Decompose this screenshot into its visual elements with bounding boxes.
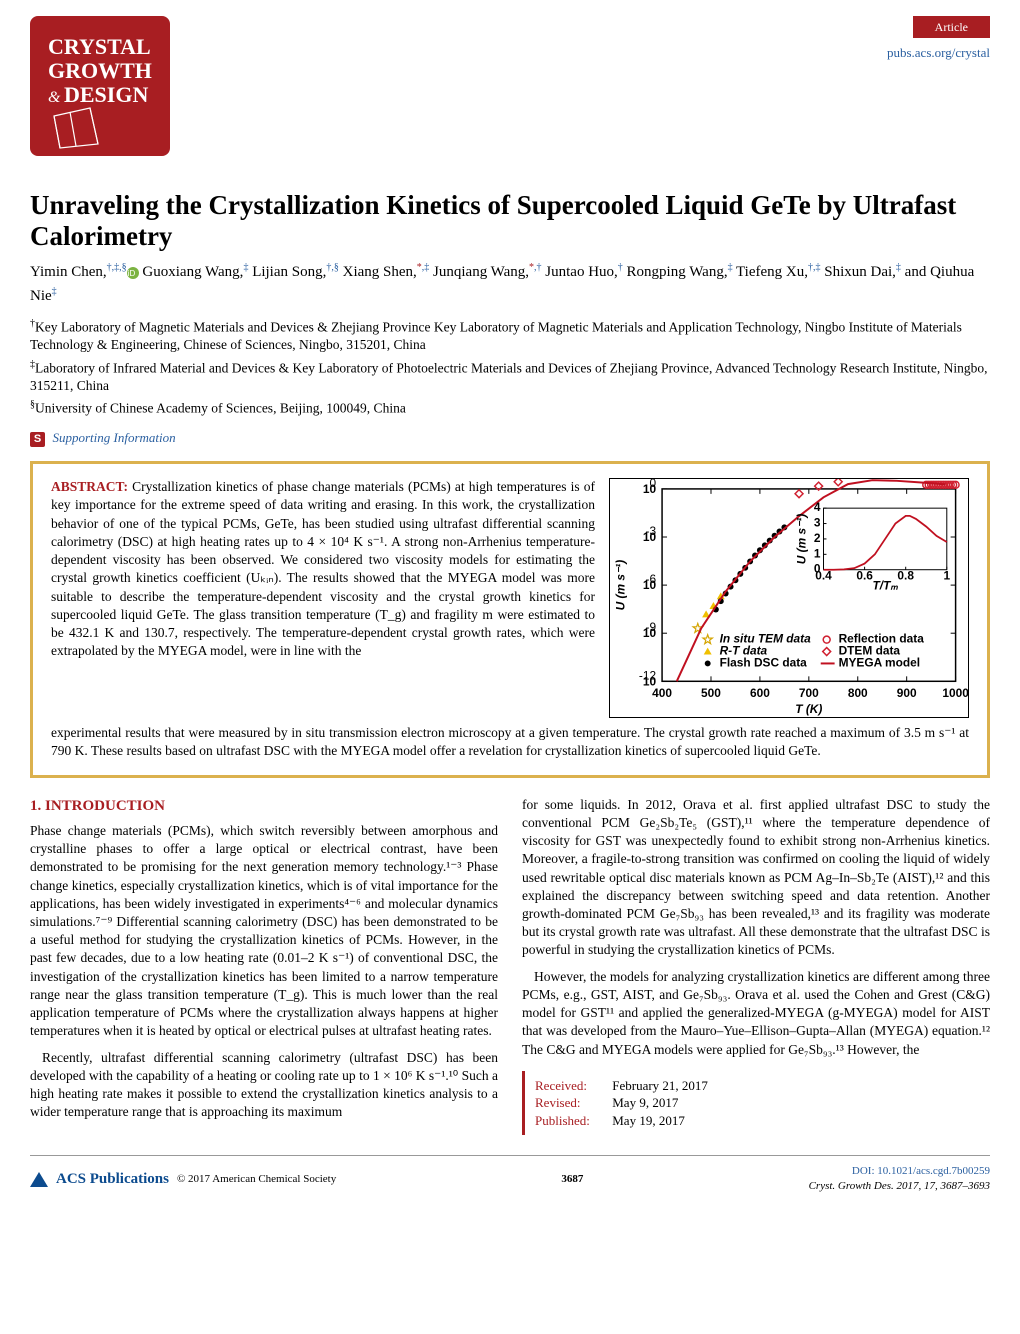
author-affil-sup: *,† (529, 262, 542, 273)
svg-text:T (K): T (K) (795, 702, 822, 716)
svg-text:-9: -9 (646, 620, 657, 634)
abstract-label: ABSTRACT: (51, 479, 128, 494)
received-label: Received: (535, 1077, 609, 1095)
affiliation: †Key Laboratory of Magnetic Materials an… (30, 317, 990, 354)
orcid-icon[interactable] (127, 267, 139, 279)
author-name: Junqiang Wang, (429, 264, 529, 280)
svg-text:1: 1 (943, 569, 950, 583)
article-title: Unraveling the Crystallization Kinetics … (30, 190, 990, 252)
citation: Cryst. Growth Des. 2017, 17, 3687–3693 (809, 1179, 990, 1194)
svg-text:-12: -12 (639, 669, 657, 683)
published-date: May 19, 2017 (612, 1113, 685, 1128)
author-name: Lijian Song, (248, 264, 326, 280)
svg-text:CRYSTAL: CRYSTAL (48, 34, 151, 59)
abstract-text-top: Crystallization kinetics of phase change… (51, 479, 595, 658)
svg-text:0.6: 0.6 (856, 569, 873, 583)
author-name: Yimin Chen, (30, 264, 107, 280)
received-date: February 21, 2017 (612, 1078, 708, 1093)
author-name: Shixun Dai, (821, 264, 896, 280)
svg-text:U (m s⁻¹): U (m s⁻¹) (795, 514, 809, 565)
header: CRYSTAL GROWTH & DESIGN Article pubs.acs… (0, 0, 1020, 180)
svg-text:800: 800 (848, 686, 868, 700)
svg-text:GROWTH: GROWTH (48, 58, 152, 83)
author-name: Guoxiang Wang, (139, 264, 244, 280)
author-affil-sup: ‡ (52, 286, 57, 297)
author-name: Juntao Huo, (542, 264, 618, 280)
page-number: 3687 (561, 1172, 583, 1187)
svg-text:700: 700 (799, 686, 819, 700)
pubs-link[interactable]: pubs.acs.org/crystal (887, 44, 990, 62)
svg-text:0: 0 (814, 562, 821, 576)
supporting-info-label: Supporting Information (53, 430, 176, 445)
revised-date: May 9, 2017 (612, 1095, 678, 1110)
dates-box: Received: February 21, 2017 Revised: May… (522, 1071, 990, 1136)
author-affil-sup: †,‡,§ (107, 262, 127, 273)
article-badge: Article (913, 16, 990, 38)
svg-text:Flash DSC data: Flash DSC data (720, 656, 808, 670)
author-affil-sup: †,‡ (808, 262, 821, 273)
paragraph: for some liquids. In 2012, Orava et al. … (522, 796, 990, 960)
svg-text:U (m s⁻¹): U (m s⁻¹) (613, 560, 627, 611)
journal-logo: CRYSTAL GROWTH & DESIGN (30, 16, 170, 156)
svg-text:4: 4 (814, 500, 821, 514)
supporting-info-icon: S (30, 432, 45, 447)
svg-text:1: 1 (814, 547, 821, 561)
author-name: Tiefeng Xu, (733, 264, 808, 280)
author-affil-sup: †,§ (326, 262, 339, 273)
svg-text:3: 3 (814, 516, 821, 530)
doi-link[interactable]: DOI: 10.1021/acs.cgd.7b00259 (809, 1164, 990, 1179)
svg-text:2: 2 (814, 531, 821, 545)
supporting-info[interactable]: S Supporting Information (30, 429, 990, 449)
svg-text:-3: -3 (646, 524, 657, 538)
footer: ACS Publications © 2017 American Chemica… (30, 1155, 990, 1194)
svg-text:0.8: 0.8 (897, 569, 914, 583)
published-label: Published: (535, 1112, 609, 1130)
svg-text:DESIGN: DESIGN (64, 82, 148, 107)
paragraph: Phase change materials (PCMs), which swi… (30, 822, 498, 1041)
abstract-chart: 400500600700800900100010-1210-910-610-31… (609, 478, 969, 718)
author-list: Yimin Chen,†,‡,§ Guoxiang Wang, ‡ Lijian … (30, 260, 990, 307)
svg-text:600: 600 (750, 686, 770, 700)
affiliation: ‡Laboratory of Infrared Material and Dev… (30, 358, 990, 395)
paragraph: Recently, ultrafast differential scannin… (30, 1049, 498, 1122)
abstract-box: 400500600700800900100010-1210-910-610-31… (30, 461, 990, 777)
author-affil-sup: *,‡ (417, 262, 430, 273)
svg-text:500: 500 (701, 686, 721, 700)
acs-publications-label: ACS Publications (56, 1169, 169, 1189)
svg-text:T/Tₘ: T/Tₘ (873, 579, 899, 593)
revised-label: Revised: (535, 1094, 609, 1112)
svg-text:0: 0 (649, 479, 656, 490)
section-heading: 1. INTRODUCTION (30, 796, 498, 816)
paragraph: However, the models for analyzing crysta… (522, 968, 990, 1059)
svg-text:900: 900 (897, 686, 917, 700)
author-name: Rongping Wang, (623, 264, 728, 280)
body-columns: 1. INTRODUCTION Phase change materials (… (30, 796, 990, 1136)
affiliation: §University of Chinese Academy of Scienc… (30, 398, 990, 417)
svg-text:MYEGA model: MYEGA model (839, 656, 920, 670)
svg-text:-6: -6 (646, 572, 657, 586)
abstract-text-bottom: experimental results that were measured … (51, 724, 969, 760)
acs-triangle-icon (30, 1172, 48, 1187)
copyright: © 2017 American Chemical Society (177, 1172, 336, 1187)
author-name: Xiang Shen, (339, 264, 417, 280)
svg-text:1000: 1000 (942, 686, 968, 700)
svg-text:&: & (48, 89, 61, 106)
